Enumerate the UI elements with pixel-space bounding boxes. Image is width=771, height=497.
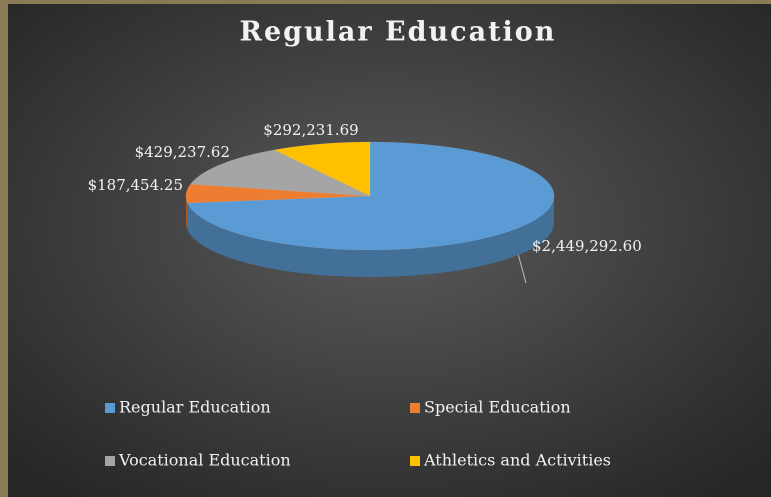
data-label: $292,231.69 [263, 121, 358, 139]
pie-slice-side [187, 196, 554, 277]
legend-swatch [105, 403, 115, 413]
legend-label: Regular Education [119, 398, 271, 417]
leader-line [516, 249, 527, 284]
pie-slice [187, 141, 555, 251]
data-label: $187,454.25 [88, 176, 183, 194]
pie-slice [189, 149, 371, 197]
pie-slice-side [186, 196, 188, 230]
legend-label: Special Education [424, 398, 571, 417]
pie-slice [273, 141, 371, 197]
data-label: $2,449,292.60 [532, 237, 642, 255]
legend-swatch [410, 403, 420, 413]
pie-slice [185, 183, 371, 204]
chart-title: Regular Education [240, 17, 557, 48]
data-label: $429,237.62 [135, 143, 230, 161]
legend-label: Vocational Education [118, 451, 291, 470]
legend-label: Athletics and Activities [423, 451, 611, 470]
legend-swatch [105, 456, 115, 466]
legend-swatch [410, 456, 420, 466]
